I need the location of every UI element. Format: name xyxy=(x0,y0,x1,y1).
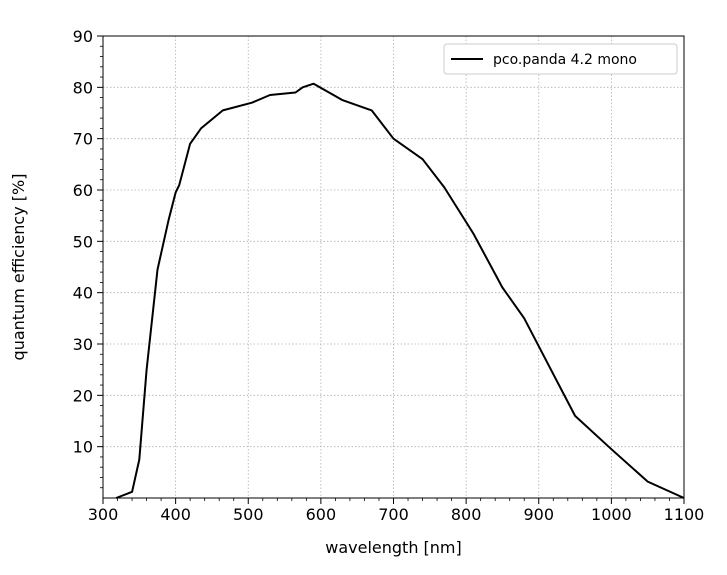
minor-ticks xyxy=(100,45,670,501)
legend-box xyxy=(443,43,678,75)
y-tick-label: 70 xyxy=(73,130,93,149)
y-axis-label: quantum efficiency [%] xyxy=(9,174,28,361)
x-tick-label: 500 xyxy=(233,505,264,524)
y-tick-label: 20 xyxy=(73,386,93,405)
x-tick-label: 900 xyxy=(523,505,554,524)
series-line xyxy=(115,82,685,499)
legend-label: pco.panda 4.2 mono xyxy=(493,52,637,68)
x-tick-labels: 300 400 500 600 700 800 900 1000 1100 xyxy=(88,505,705,524)
x-tick-label: 600 xyxy=(306,505,337,524)
major-ticks xyxy=(97,35,685,504)
x-tick-label: 400 xyxy=(160,505,191,524)
y-tick-labels: 10 20 30 40 50 60 70 80 90 xyxy=(73,27,93,457)
series-layer xyxy=(115,82,685,499)
legend: pco.panda 4.2 mono xyxy=(443,43,678,75)
y-tick-label: 80 xyxy=(73,78,93,97)
grid xyxy=(103,36,684,498)
y-tick-label: 90 xyxy=(73,27,93,46)
x-tick-label: 1100 xyxy=(664,505,705,524)
y-tick-label: 50 xyxy=(73,232,93,251)
x-tick-label: 300 xyxy=(88,505,119,524)
x-axis-label: wavelength [nm] xyxy=(325,538,462,557)
x-tick-label: 1000 xyxy=(591,505,632,524)
y-tick-label: 40 xyxy=(73,284,93,303)
x-tick-label: 800 xyxy=(451,505,482,524)
plot-frame xyxy=(102,35,685,499)
x-tick-label: 700 xyxy=(378,505,409,524)
y-tick-label: 10 xyxy=(73,438,93,457)
y-tick-label: 30 xyxy=(73,335,93,354)
y-tick-label: 60 xyxy=(73,181,93,200)
